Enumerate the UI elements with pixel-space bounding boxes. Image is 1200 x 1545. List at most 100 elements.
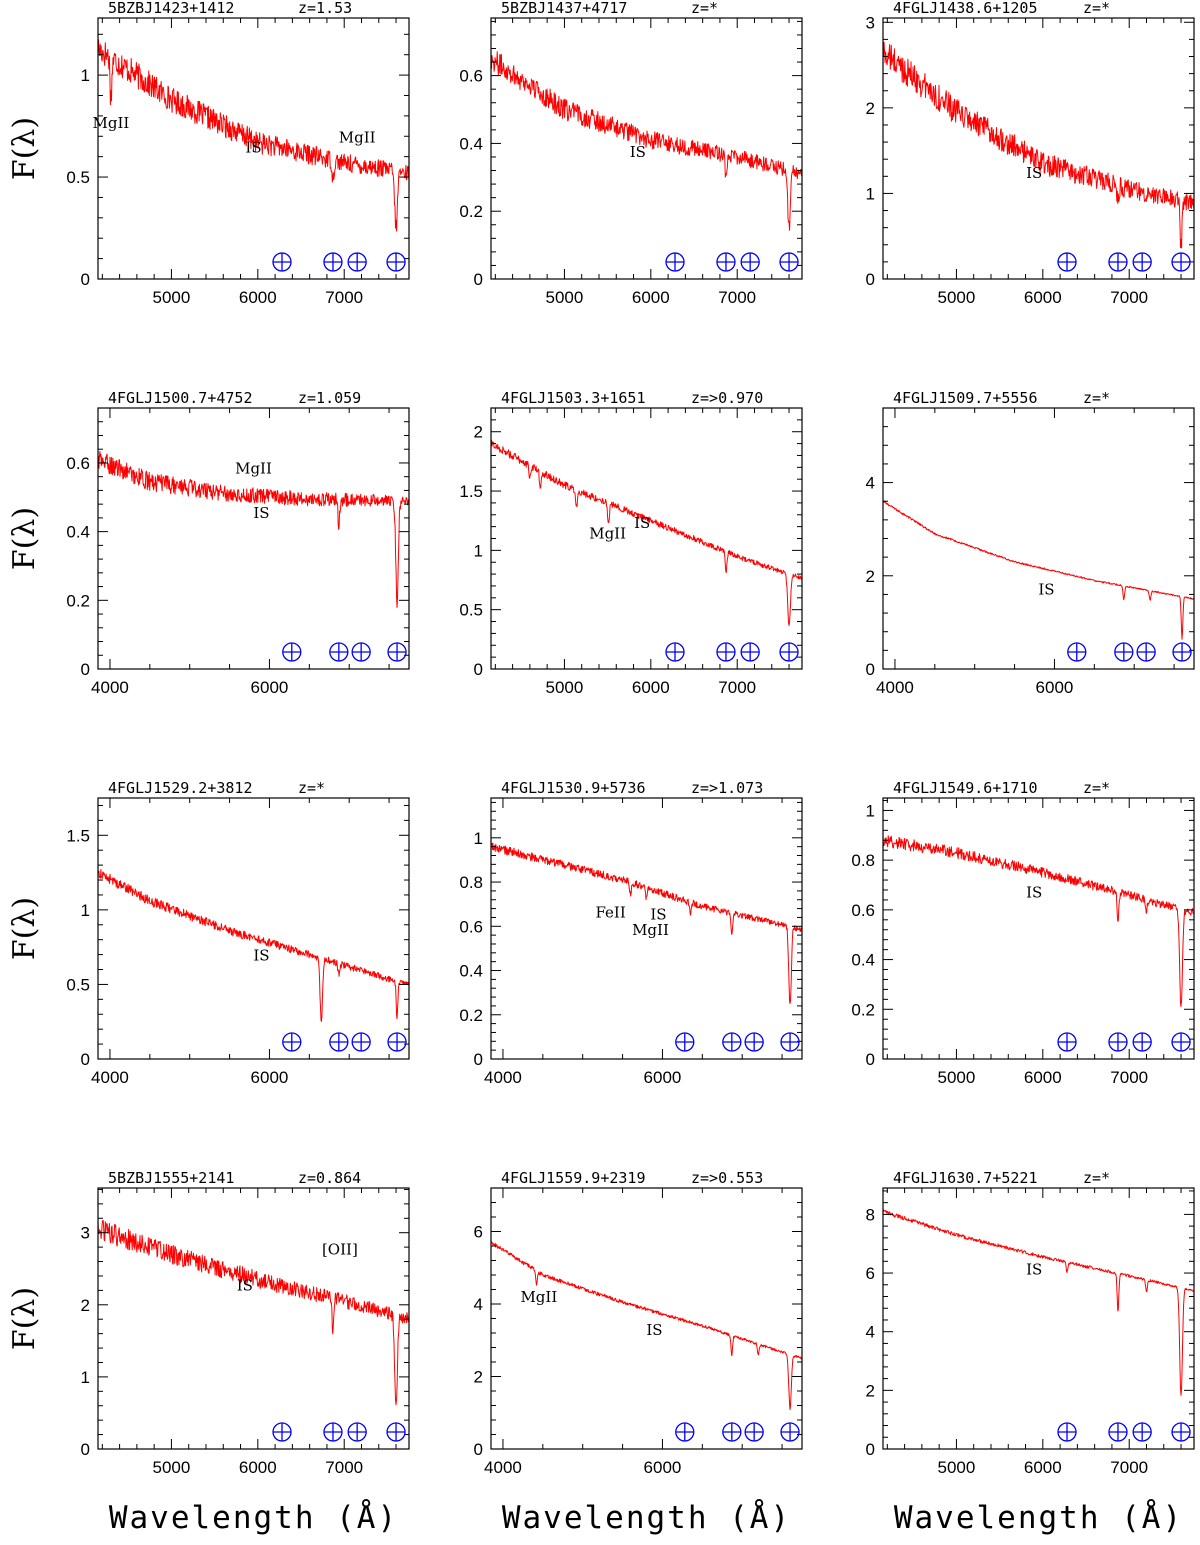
spectrum-panel: 5BZBJ1423+1412 z=1.53 5000 6000 7000 0 0.5 1 MgI… [7, 0, 410, 307]
x-tick-label: 7000 [1110, 1458, 1148, 1477]
x-tick-label: 4000 [484, 1068, 522, 1087]
panel-redshift: z=0.864 [298, 1169, 361, 1187]
y-tick-label: 0.8 [851, 851, 875, 870]
line-label: IS [253, 947, 269, 965]
panel-redshift: z=* [1083, 1169, 1110, 1187]
y-tick-label: 0 [81, 270, 90, 289]
y-tick-label: 3 [81, 1224, 90, 1243]
line-label: IS [253, 504, 269, 522]
telluric-earth-icon [1057, 1032, 1077, 1052]
telluric-earth-icon [1067, 642, 1087, 662]
x-tick-label: 7000 [1110, 288, 1148, 307]
x-tick-label: 6000 [251, 678, 289, 697]
x-tick-label: 6000 [1036, 678, 1074, 697]
line-label: MgII [589, 525, 626, 543]
telluric-earth-icon [1171, 252, 1191, 272]
panel-source-name: 5BZBJ1437+4717 [501, 0, 627, 17]
spectrum-panel: 5BZBJ1437+4717 z=* 5000 6000 7000 0 0.2 0.4 0.6 I… [459, 0, 803, 307]
line-label: IS [1026, 1261, 1042, 1279]
y-axis-label: F(λ) [7, 897, 42, 960]
y-tick-label: 1 [474, 541, 483, 560]
plot-frame [490, 17, 803, 280]
telluric-earth-icon [780, 1032, 800, 1052]
line-label: IS [245, 139, 261, 157]
x-tick-label: 5000 [153, 288, 191, 307]
x-tick-label: 6000 [644, 1458, 682, 1477]
x-tick-label: 4000 [91, 1068, 129, 1087]
y-tick-label: 0.2 [459, 202, 483, 221]
plot-frame [490, 407, 803, 670]
telluric-earth-icon [1108, 1422, 1128, 1442]
telluric-earth-icon [722, 1032, 742, 1052]
x-tick-label: 6000 [239, 1458, 277, 1477]
telluric-earth-icon [347, 252, 367, 272]
spectrum-line [97, 39, 410, 232]
y-tick-label: 0.8 [459, 873, 483, 892]
plot-frame [97, 1187, 410, 1450]
telluric-earth-icon [351, 642, 371, 662]
y-tick-label: 8 [866, 1205, 875, 1224]
y-tick-label: 1.5 [66, 826, 90, 845]
y-tick-label: 0 [866, 270, 875, 289]
spectrum-line [490, 439, 803, 626]
y-tick-label: 1 [81, 901, 90, 920]
panel-source-name: 4FGLJ1500.7+4752 [108, 389, 253, 407]
line-label: FeII [595, 903, 625, 921]
telluric-earth-icon [387, 642, 407, 662]
line-label: IS [1026, 883, 1042, 901]
y-tick-label: 2 [866, 567, 875, 586]
telluric-earth-icon [329, 1032, 349, 1052]
spectrum-line [490, 1240, 803, 1411]
panel-source-name: 5BZBJ1555+2141 [108, 1169, 234, 1187]
telluric-earth-icon [1132, 1032, 1152, 1052]
plot-frame [97, 797, 410, 1060]
x-axis-label: Wavelength (Å) [894, 1500, 1183, 1536]
y-tick-label: 6 [474, 1223, 483, 1242]
line-label: MgII [339, 128, 376, 146]
line-label: MgII [520, 1288, 557, 1306]
spectrum-panel: 5BZBJ1555+2141 z=0.864 5000 6000 7000 0 1 2 3 IS [… [7, 1169, 410, 1536]
y-axis-label: F(λ) [7, 1287, 42, 1350]
panel-redshift: z=* [298, 779, 325, 797]
panel-redshift: z=* [1083, 0, 1110, 17]
line-label: MgII [632, 921, 669, 939]
x-tick-label: 5000 [938, 288, 976, 307]
y-tick-label: 0.4 [459, 962, 483, 981]
y-tick-label: 2 [866, 1381, 875, 1400]
telluric-earth-icon [675, 1422, 695, 1442]
line-label: IS [1026, 164, 1042, 182]
y-tick-label: 0 [866, 1440, 875, 1459]
telluric-earth-icon [1114, 642, 1134, 662]
y-tick-label: 1 [81, 66, 90, 85]
y-tick-label: 0.6 [459, 67, 483, 86]
y-tick-label: 2 [474, 423, 483, 442]
telluric-earth-icon [1057, 252, 1077, 272]
telluric-earth-icon [329, 642, 349, 662]
x-tick-label: 7000 [718, 678, 756, 697]
plot-frame [882, 797, 1195, 1060]
spectrum-panel: 4FGLJ1549.6+1710 z=* 5000 6000 7000 0 0.2 0.4 0.… [851, 779, 1195, 1087]
line-label: IS [237, 1276, 253, 1294]
y-tick-label: 0.6 [66, 454, 90, 473]
x-tick-label: 5000 [938, 1068, 976, 1087]
panel-redshift: z=* [1083, 389, 1110, 407]
panel-source-name: 4FGLJ1509.7+5556 [893, 389, 1038, 407]
y-tick-label: 0.2 [851, 1000, 875, 1019]
spectrum-panel: 4FGLJ1529.2+3812 z=* 4000 6000 0 0.5 1 1.5 IS F(λ… [7, 779, 410, 1087]
y-tick-label: 0.4 [851, 951, 875, 970]
x-tick-label: 5000 [153, 1458, 191, 1477]
x-tick-label: 5000 [546, 288, 584, 307]
y-tick-label: 0.4 [459, 134, 483, 153]
plot-frame [882, 407, 1195, 670]
x-tick-label: 7000 [325, 288, 363, 307]
y-tick-label: 4 [866, 1323, 875, 1342]
y-tick-label: 0 [81, 1440, 90, 1459]
telluric-earth-icon [1171, 1032, 1191, 1052]
y-tick-label: 2 [474, 1368, 483, 1387]
x-tick-label: 4000 [91, 678, 129, 697]
y-tick-label: 0.5 [459, 601, 483, 620]
telluric-earth-icon [323, 252, 343, 272]
y-tick-label: 0.5 [66, 168, 90, 187]
